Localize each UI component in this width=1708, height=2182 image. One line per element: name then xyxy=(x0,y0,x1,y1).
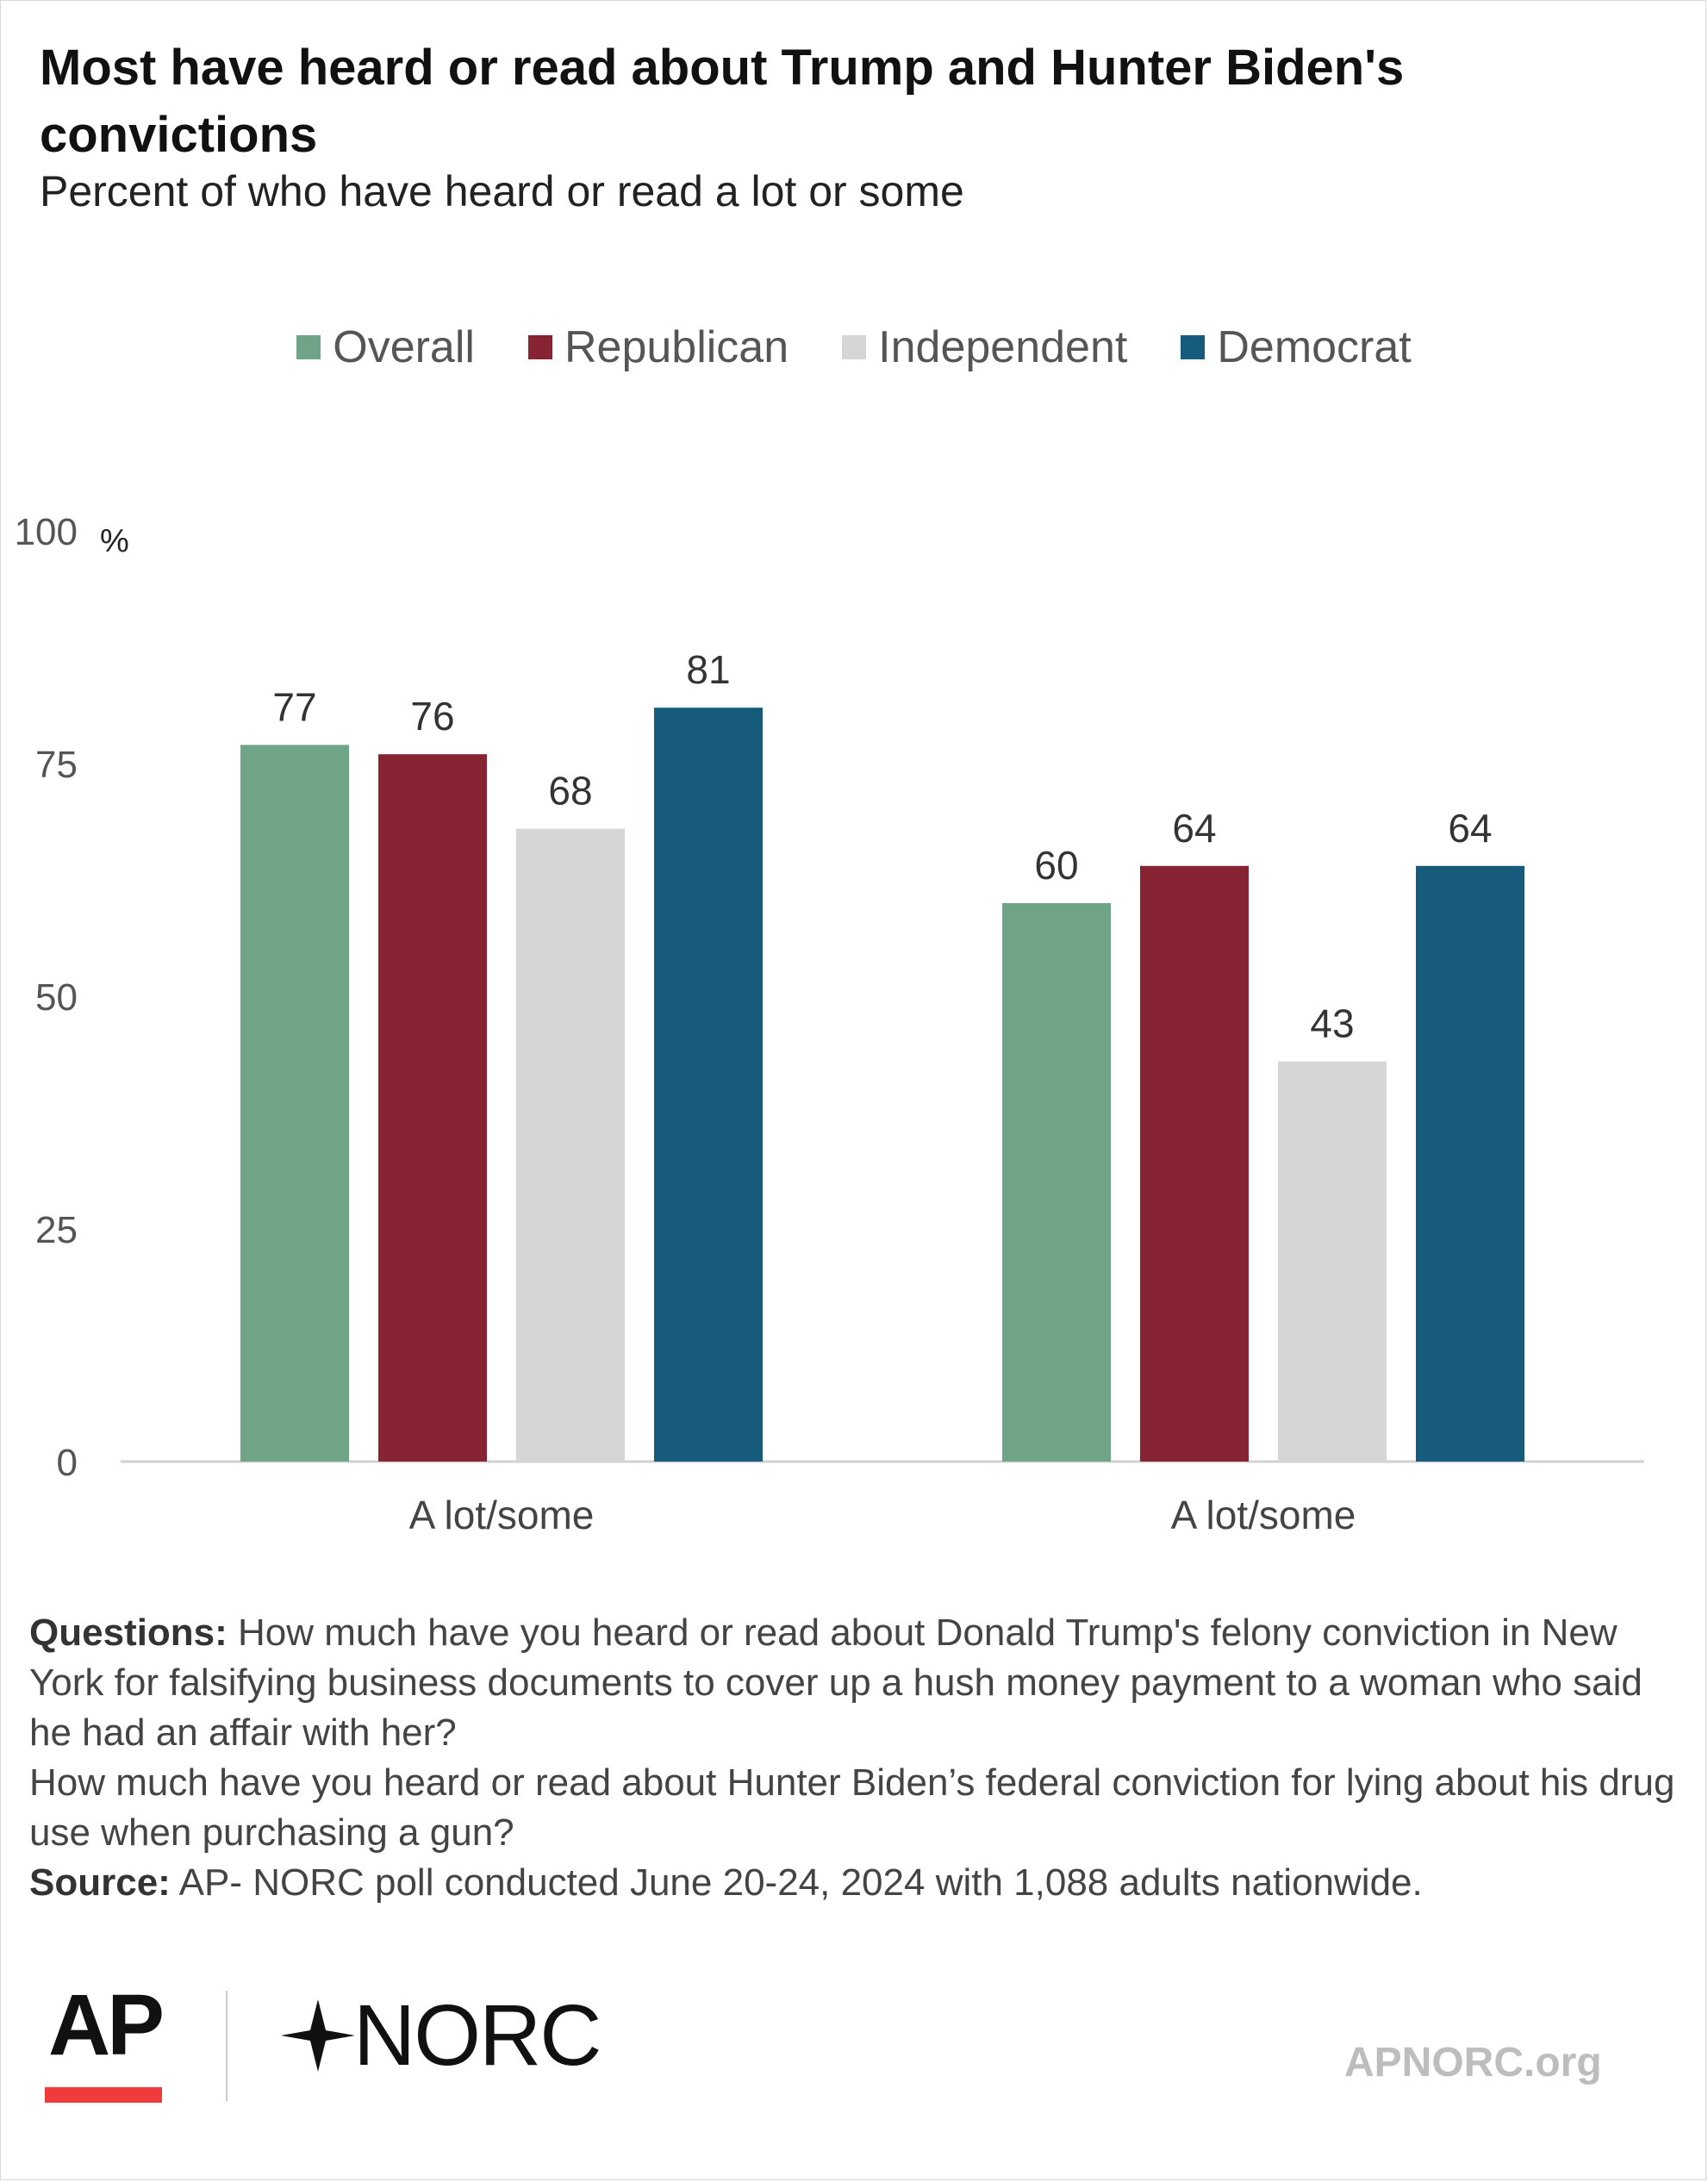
legend-item-democrat: Democrat xyxy=(1181,321,1412,373)
y-tick-label: 0 xyxy=(57,1442,78,1484)
site-url: APNORC.org xyxy=(1344,2040,1602,2085)
questions-note-2: How much have you heard or read about Hu… xyxy=(29,1761,1675,1854)
y-tick-label: 25 xyxy=(35,1209,78,1251)
y-unit-label: % xyxy=(100,523,129,559)
bar-data-label: 60 xyxy=(1034,843,1078,888)
legend-item-republican: Republican xyxy=(527,321,789,373)
ap-logo-bar xyxy=(45,2087,162,2103)
bar-democrat xyxy=(1416,865,1524,1462)
bar-data-label: 76 xyxy=(410,694,454,739)
norc-logo-text: NORC xyxy=(353,1987,602,2084)
questions-note: Questions: How much have you heard or re… xyxy=(29,1608,1684,1758)
bar-republican xyxy=(1140,865,1249,1462)
legend-item-independent: Independent xyxy=(842,321,1127,373)
questions-text: How much have you heard or read about Do… xyxy=(29,1612,1643,1754)
bar-republican xyxy=(378,754,487,1462)
legend-label-democrat: Democrat xyxy=(1217,322,1412,372)
x-category-label: A lot/some xyxy=(409,1493,595,1537)
source-label: Source: xyxy=(29,1861,171,1904)
legend-swatch-independent xyxy=(842,335,867,359)
y-tick-label: 50 xyxy=(35,976,78,1019)
bar-data-label: 77 xyxy=(272,684,316,729)
legend-swatch-democrat xyxy=(1181,335,1206,359)
legend-swatch-republican xyxy=(527,335,552,359)
bar-data-label: 64 xyxy=(1448,806,1492,851)
bar-data-label: 68 xyxy=(548,769,592,814)
ap-logo: AP xyxy=(48,1977,165,2073)
bar-democrat xyxy=(654,708,763,1462)
bar-overall xyxy=(1002,903,1111,1462)
norc-star-icon xyxy=(281,1999,355,2072)
x-category-label: A lot/some xyxy=(1171,1493,1356,1537)
bar-independent xyxy=(1278,1061,1387,1462)
legend-label-republican: Republican xyxy=(564,322,789,372)
bar-chart: 0 25 50 75 100 % 77 76 68 81 A lot/some 60 64 43 64 A l… xyxy=(15,511,1644,1537)
chart-subtitle: Percent of who have heard or read a lot … xyxy=(40,167,964,215)
norc-logo: NORC xyxy=(281,1984,602,2092)
bar-data-label: 64 xyxy=(1172,806,1216,851)
bar-data-label: 43 xyxy=(1310,1001,1354,1046)
questions-label: Questions: xyxy=(29,1612,228,1654)
source-note: Source: AP- NORC poll conducted June 20-… xyxy=(29,1858,1684,1908)
y-tick-label: 100 xyxy=(15,511,78,553)
bar-overall xyxy=(240,745,349,1462)
source-text: AP- NORC poll conducted June 20-24, 2024… xyxy=(170,1861,1423,1904)
legend-swatch-overall xyxy=(296,335,321,359)
y-tick-label: 75 xyxy=(35,744,78,786)
bar-data-label: 81 xyxy=(686,647,730,692)
legend: Overall Republican Independent Democrat xyxy=(0,317,1708,377)
chart-title: Most have heard or read about Trump and … xyxy=(40,40,1405,163)
bar-independent xyxy=(516,828,625,1462)
legend-item-overall: Overall xyxy=(296,321,475,373)
logo-divider xyxy=(226,1991,228,2101)
legend-label-independent: Independent xyxy=(878,322,1128,372)
legend-label-overall: Overall xyxy=(333,322,475,372)
chart-notes: Questions: How much have you heard or re… xyxy=(29,1608,1684,1908)
